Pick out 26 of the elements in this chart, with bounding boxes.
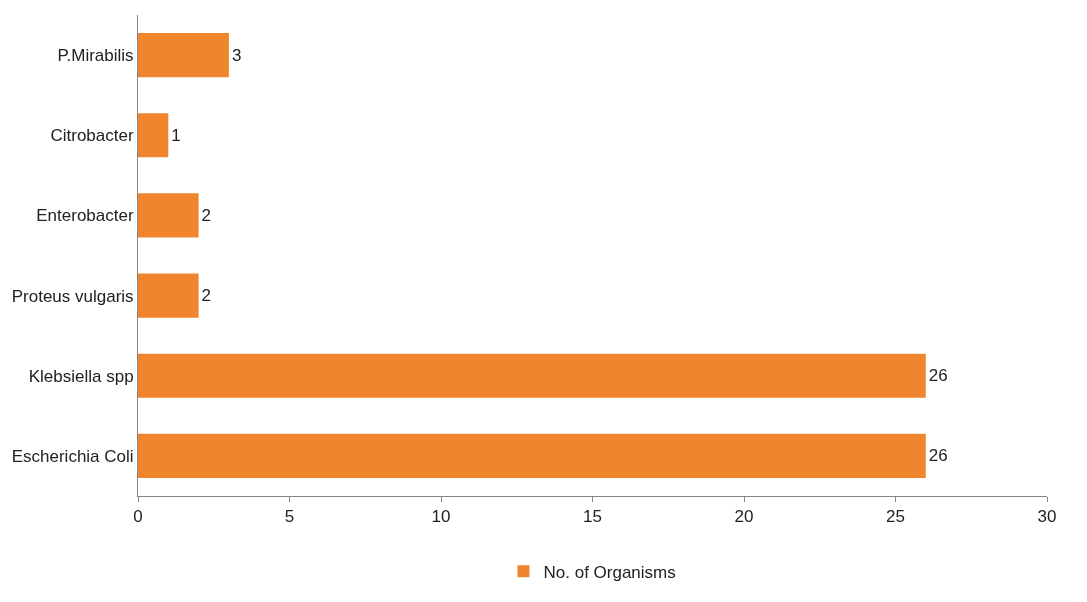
y-tick-label: Enterobacter [36, 206, 134, 226]
legend-label: No. of Organisms [543, 562, 676, 582]
data-label: 2 [201, 205, 212, 225]
data-label: 26 [928, 446, 948, 466]
y-tick-label: Citrobacter [50, 126, 134, 146]
bar [138, 273, 199, 318]
x-tick-label: 0 [133, 507, 143, 527]
x-tick-label: 25 [886, 507, 905, 527]
x-tick-label: 30 [1037, 507, 1057, 527]
bar [138, 433, 926, 478]
data-label: 2 [201, 286, 212, 306]
bar [138, 33, 229, 78]
x-tick-label: 20 [734, 507, 754, 527]
x-tick-label: 5 [284, 507, 295, 527]
data-label: 3 [231, 45, 242, 65]
y-tick-label: P.Mirabilis [57, 46, 134, 66]
x-tick-label: 15 [583, 507, 602, 527]
y-tick-label: Escherichia Coli [11, 446, 134, 466]
y-tick-label: Proteus vulgaris [11, 286, 134, 306]
y-tick-label: Klebsiella spp [28, 366, 134, 386]
bar [138, 113, 169, 158]
bar [138, 353, 926, 398]
data-label: 1 [171, 125, 181, 145]
data-label: 26 [928, 366, 948, 386]
bar [138, 193, 199, 238]
x-tick-label: 10 [431, 507, 451, 527]
